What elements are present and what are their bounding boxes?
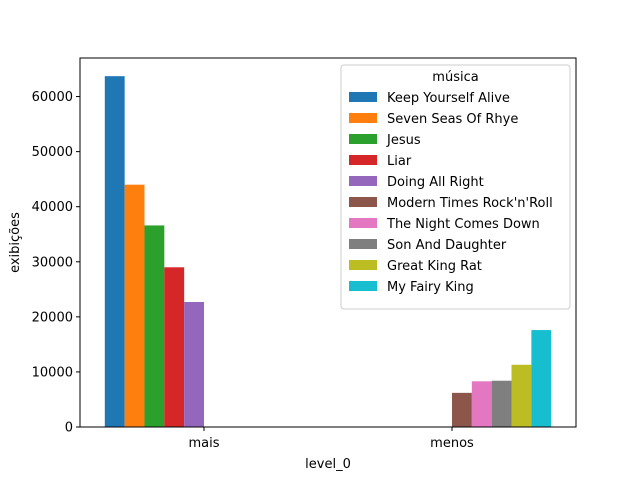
legend-swatch (349, 134, 377, 144)
x-tick-label: mais (188, 436, 219, 451)
legend-entry: Doing All Right (387, 175, 484, 190)
legend-entry: Modern Times Rock'n'Roll (387, 196, 553, 211)
bar-0-3 (164, 267, 185, 427)
legend-swatch (349, 176, 377, 186)
y-axis-label: exibições (8, 212, 23, 273)
x-axis: mais menos (188, 427, 474, 451)
bar-1-7 (491, 380, 512, 427)
y-tick-label: 50000 (32, 145, 73, 160)
y-tick-label: 10000 (32, 365, 73, 380)
bar-1-9 (531, 330, 552, 427)
y-tick-label: 0 (65, 421, 73, 436)
legend-entry: Keep Yourself Alive (387, 91, 510, 106)
x-tick-label: menos (430, 436, 474, 451)
legend-entry: Liar (387, 154, 412, 169)
bar-0-2 (144, 225, 165, 427)
bar-0-1 (124, 184, 145, 427)
legend-entry: Son And Daughter (387, 238, 507, 253)
legend-frame (340, 64, 571, 310)
legend-swatch (349, 197, 377, 207)
legend-entry: Great King Rat (387, 259, 482, 274)
legend-swatch (349, 155, 377, 165)
y-tick-label: 20000 (32, 310, 73, 325)
legend-entry: The Night Comes Down (386, 217, 540, 232)
legend-swatch (349, 218, 377, 228)
legend-swatch (349, 113, 377, 123)
bar-1-5 (452, 392, 472, 427)
legend-swatch (349, 239, 377, 249)
bar-1-8 (511, 364, 532, 427)
bar-1-6 (471, 381, 492, 427)
legend-entry: Jesus (386, 133, 421, 148)
legend-entry: Seven Seas Of Rhye (387, 112, 518, 127)
y-axis: 0 10000 20000 30000 40000 50000 60000 (32, 90, 80, 436)
y-tick-label: 60000 (32, 90, 73, 105)
y-tick-label: 40000 (32, 200, 73, 215)
legend-entry: My Fairy King (387, 280, 474, 295)
x-axis-label: level_0 (305, 457, 351, 472)
legend-swatch (349, 281, 377, 291)
bars-group (104, 76, 552, 428)
legend-swatch (349, 92, 377, 102)
legend-swatch (349, 260, 377, 270)
bar-0-0 (104, 76, 125, 428)
plot-frame (79, 57, 577, 428)
legend-title: música (432, 70, 478, 85)
bar-0-4 (184, 301, 204, 427)
y-tick-label: 30000 (32, 255, 73, 270)
legend: música Keep Yourself Alive Seven Seas Of R… (340, 64, 571, 310)
